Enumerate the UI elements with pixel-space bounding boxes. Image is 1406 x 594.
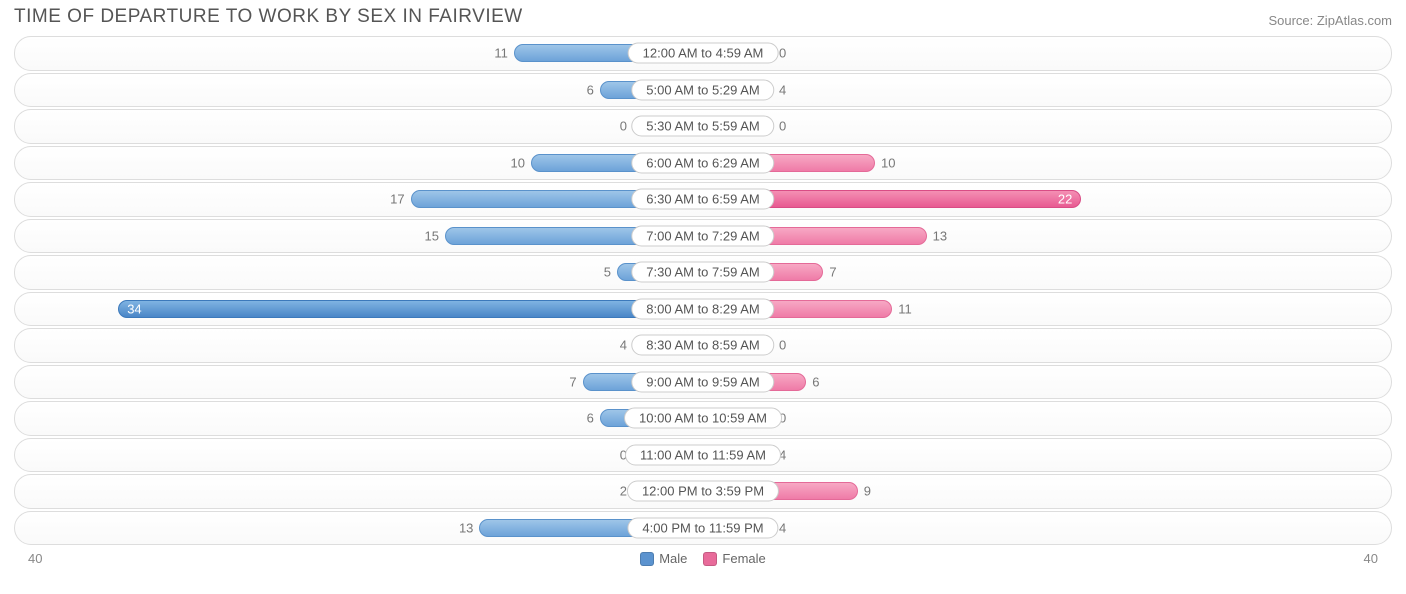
chart-row: 4 0 8:30 AM to 8:59 AM — [14, 328, 1392, 363]
male-value: 15 — [425, 228, 439, 243]
male-value: 2 — [620, 484, 627, 499]
chart-row: 0411:00 AM to 11:59 AM — [14, 438, 1392, 473]
chart-row: 11 012:00 AM to 4:59 AM — [14, 36, 1392, 71]
chart-row: 15 13 7:00 AM to 7:29 AM — [14, 219, 1392, 254]
female-value: 4 — [779, 520, 786, 535]
male-value: 6 — [587, 411, 594, 426]
axis-max-right: 40 — [1364, 551, 1378, 566]
legend-item: Male — [640, 551, 687, 566]
category-label: 7:00 AM to 7:29 AM — [631, 225, 774, 246]
legend: Male Female — [14, 551, 1392, 569]
male-bar: 34 — [118, 300, 703, 318]
female-value: 4 — [779, 82, 786, 97]
male-value: 13 — [459, 520, 473, 535]
female-value: 11 — [898, 301, 912, 316]
chart-row: 17 22 6:30 AM to 6:59 AM — [14, 182, 1392, 217]
category-label: 6:00 AM to 6:29 AM — [631, 152, 774, 173]
female-value: 0 — [779, 46, 786, 61]
category-label: 4:00 PM to 11:59 PM — [627, 517, 778, 538]
male-value: 7 — [569, 374, 576, 389]
chart-row: 5 7 7:30 AM to 7:59 AM — [14, 255, 1392, 290]
legend-item: Female — [703, 551, 765, 566]
chart-row: 7 6 9:00 AM to 9:59 AM — [14, 365, 1392, 400]
female-value: 0 — [779, 119, 786, 134]
chart-row: 10 10 6:00 AM to 6:29 AM — [14, 146, 1392, 181]
male-value: 5 — [604, 265, 611, 280]
female-value: 7 — [829, 265, 836, 280]
chart-row: 2 9 12:00 PM to 3:59 PM — [14, 474, 1392, 509]
chart-row: 6010:00 AM to 10:59 AM — [14, 401, 1392, 436]
category-label: 5:00 AM to 5:29 AM — [631, 79, 774, 100]
chart-row: 13 44:00 PM to 11:59 PM — [14, 511, 1392, 546]
male-value: 0 — [620, 119, 627, 134]
chart-row: 0 0 5:30 AM to 5:59 AM — [14, 109, 1392, 144]
male-value: 6 — [587, 82, 594, 97]
category-label: 12:00 AM to 4:59 AM — [628, 43, 779, 64]
female-value: 9 — [864, 484, 871, 499]
chart-title: TIME OF DEPARTURE TO WORK BY SEX IN FAIR… — [14, 6, 523, 28]
category-label: 7:30 AM to 7:59 AM — [631, 262, 774, 283]
category-label: 12:00 PM to 3:59 PM — [627, 481, 779, 502]
male-value: 4 — [620, 338, 627, 353]
legend-swatch — [640, 552, 654, 566]
male-value: 17 — [390, 192, 404, 207]
source-label: Source: ZipAtlas.com — [1268, 13, 1392, 28]
category-label: 11:00 AM to 11:59 AM — [625, 444, 781, 465]
female-value: 10 — [881, 155, 895, 170]
category-label: 8:00 AM to 8:29 AM — [631, 298, 774, 319]
chart-row: 34 11 8:00 AM to 8:29 AM — [14, 292, 1392, 327]
category-label: 9:00 AM to 9:59 AM — [631, 371, 774, 392]
category-label: 5:30 AM to 5:59 AM — [631, 116, 774, 137]
male-value: 34 — [127, 301, 141, 316]
axis-max-left: 40 — [28, 551, 42, 566]
legend-swatch — [703, 552, 717, 566]
male-value: 11 — [494, 46, 508, 61]
legend-label: Female — [722, 551, 765, 566]
female-value: 22 — [1058, 192, 1072, 207]
female-value: 6 — [812, 374, 819, 389]
category-label: 6:30 AM to 6:59 AM — [631, 189, 774, 210]
female-value: 0 — [779, 338, 786, 353]
category-label: 10:00 AM to 10:59 AM — [624, 408, 782, 429]
legend-label: Male — [659, 551, 687, 566]
diverging-bar-chart: 11012:00 AM to 4:59 AM645:00 AM to 5:29 … — [0, 36, 1406, 545]
female-value: 13 — [933, 228, 947, 243]
male-value: 10 — [511, 155, 525, 170]
category-label: 8:30 AM to 8:59 AM — [631, 335, 774, 356]
chart-row: 6 4 5:00 AM to 5:29 AM — [14, 73, 1392, 108]
